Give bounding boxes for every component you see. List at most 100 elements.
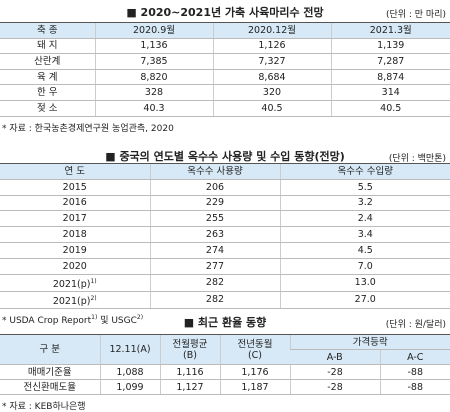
- cell: 255: [149, 210, 280, 228]
- cell: 2.4: [279, 210, 450, 228]
- header-cell: 연 도: [0, 163, 150, 180]
- cell: 2017: [0, 210, 150, 228]
- table-row: 2019 274 4.5: [0, 242, 450, 259]
- header-row: 구 분 12.11(A) 전월평균 (B) 전년동월 (C) 가격등락: [0, 334, 450, 365]
- cell: 229: [149, 195, 280, 212]
- cell: 206: [149, 179, 280, 196]
- table-row: 2021(p)2) 282 27.0: [0, 291, 450, 309]
- text: * 자료 : 한국농촌경제연구원 농업관측, 2020: [2, 123, 174, 134]
- cell: 314: [330, 84, 450, 101]
- cell: 40.5: [330, 100, 450, 117]
- cell: 1,116: [159, 364, 220, 380]
- cell: 40.3: [94, 100, 213, 117]
- header-cell: 전월평균 (B): [159, 334, 220, 365]
- cell: 2019: [0, 242, 150, 259]
- header-cell: A-B: [290, 349, 380, 365]
- superscript: 1): [91, 313, 98, 321]
- header-cell: A-C: [379, 349, 450, 365]
- footnote: * USDA Crop Report1) 및 USGC2): [2, 313, 143, 326]
- header-cell: 축 종: [0, 22, 95, 39]
- cell: 7,327: [212, 53, 331, 70]
- text: 2021(p): [52, 278, 91, 290]
- table-row: 2017 255 2.4: [0, 210, 450, 228]
- text: 전월평균: [172, 338, 208, 350]
- cell: 3.4: [279, 226, 450, 243]
- unit-label: (단위 : 원/달러): [385, 320, 446, 330]
- cell: 1,139: [330, 38, 450, 55]
- cell: 1,127: [159, 379, 220, 395]
- footnote: * 자료 : 한국농촌경제연구원 농업관측, 2020: [2, 121, 174, 134]
- cell: 5.5: [279, 179, 450, 196]
- cell: 7.0: [279, 258, 450, 275]
- table-row: 젖 소 40.3 40.5 40.5: [0, 100, 450, 117]
- header-cell: 옥수수 사용량: [149, 163, 280, 180]
- table-row: 2018 263 3.4: [0, 226, 450, 243]
- cell: 7,385: [94, 53, 213, 70]
- footnote: * 자료 : KEB하나은행: [2, 399, 86, 412]
- cell: 8,820: [94, 69, 213, 86]
- cell: 2015: [0, 179, 150, 196]
- cell: 2021(p)2): [0, 291, 150, 309]
- table-title: ■ 2020~2021년 가축 사육마리수 전망: [126, 6, 324, 19]
- header-cell: 12.11(A): [99, 334, 160, 365]
- cell: 2020: [0, 258, 150, 275]
- cell: 1,136: [94, 38, 213, 55]
- table-row: 산란계 7,385 7,327 7,287: [0, 53, 450, 70]
- cell: 8,874: [330, 69, 450, 86]
- data-table: 연 도 옥수수 사용량 옥수수 수입량 2015 206 5.5 2016 229 3.2 201…: [0, 163, 450, 309]
- cell: 27.0: [279, 291, 450, 309]
- table-title: ■ 최근 환율 동향: [183, 316, 267, 329]
- superscript: 1): [90, 277, 97, 285]
- data-table: 구 분 12.11(A) 전월평균 (B) 전년동월 (C) 가격등락 A-B A-C 매매기준율…: [0, 334, 450, 395]
- cell: 한 우: [0, 84, 95, 101]
- table-row: 2020 277 7.0: [0, 258, 450, 275]
- data-table: 축 종 2020.9월 2020.12월 2021.3월 돼 지 1,136 1,126 1,…: [0, 22, 450, 117]
- cell: -88: [379, 364, 450, 380]
- table-title: ■ 중국의 연도별 옥수수 사용량 및 수입 동향(전망): [105, 150, 345, 163]
- cell: 3.2: [279, 195, 450, 212]
- table-row: 2016 229 3.2: [0, 195, 450, 212]
- table-row: 전신환매도율 1,099 1,127 1,187 -28 -88: [0, 379, 450, 395]
- cell: 돼 지: [0, 38, 95, 55]
- unit-label: (단위 : 백만톤): [388, 154, 446, 164]
- text: (B): [183, 349, 197, 361]
- cell: -28: [289, 379, 380, 395]
- header-cell: 전년동월 (C): [219, 334, 290, 365]
- cell: 7,287: [330, 53, 450, 70]
- cell: -28: [289, 364, 380, 380]
- header-cell: 구 분: [0, 334, 100, 365]
- cell: 1,088: [99, 364, 160, 380]
- cell: 매매기준율: [0, 364, 100, 380]
- table-row: 한 우 328 320 314: [0, 84, 450, 101]
- cell: 산란계: [0, 53, 95, 70]
- cell: 328: [94, 84, 213, 101]
- cell: 4.5: [279, 242, 450, 259]
- subheader-row: A-B A-C: [0, 349, 450, 365]
- cell: 1,176: [219, 364, 290, 380]
- cell: 1,126: [212, 38, 331, 55]
- text: 및 USGC: [97, 315, 137, 326]
- cell: 13.0: [279, 274, 450, 292]
- table-row: 매매기준율 1,088 1,116 1,176 -28 -88: [0, 364, 450, 380]
- cell: 263: [149, 226, 280, 243]
- cell: 전신환매도율: [0, 379, 100, 395]
- cell: 320: [212, 84, 331, 101]
- unit-label: (단위 : 만 마리): [385, 10, 446, 20]
- cell: 282: [149, 274, 280, 292]
- table-row: 2021(p)1) 282 13.0: [0, 274, 450, 292]
- text: 2021(p): [52, 295, 91, 307]
- cell: 1,099: [99, 379, 160, 395]
- superscript: 2): [136, 313, 144, 321]
- table-row: 돼 지 1,136 1,126 1,139: [0, 38, 450, 55]
- cell: -88: [379, 379, 450, 395]
- header-cell: 가격등락: [289, 334, 450, 350]
- cell: 젖 소: [0, 100, 95, 117]
- header-cell: 옥수수 수입량: [279, 163, 450, 180]
- cell: 274: [149, 242, 280, 259]
- cell: 1,187: [219, 379, 290, 395]
- table-row: 2015 206 5.5: [0, 179, 450, 196]
- cell: 2016: [0, 195, 150, 212]
- table-row: 육 계 8,820 8,684 8,874: [0, 69, 450, 86]
- cell: 40.5: [212, 100, 331, 117]
